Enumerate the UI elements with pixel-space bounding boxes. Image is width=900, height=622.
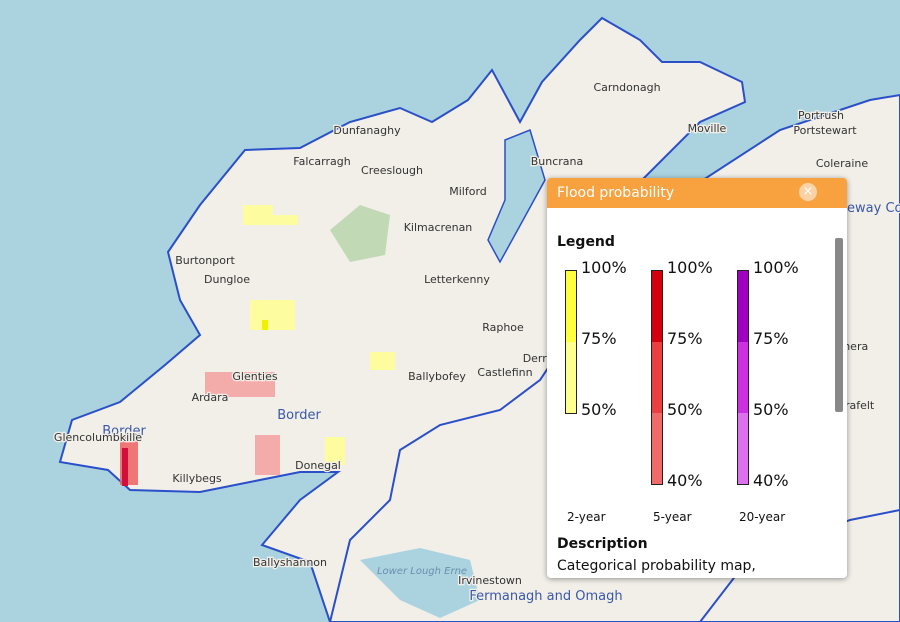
scale-tick-label: 50% [581,400,617,419]
place-label: Killybegs [172,472,222,485]
place-label: Ardara [192,391,229,404]
popup: Flood probability × Legend 100% 75% 50% 2-y… [547,178,847,578]
place-label: Dunfanaghy [333,124,401,137]
place-label: Irvinestown [458,574,522,587]
scrollbar[interactable] [835,238,843,412]
place-label: Donegal [295,459,341,472]
place-label: Ballybofey [408,370,466,383]
scale-tick-label: 100% [581,258,627,277]
legend-heading: Legend [557,234,615,250]
scale-tick-label: 75% [753,329,789,348]
popup-title: Flood probability [547,178,847,208]
description: Categorical probability map, [557,558,756,574]
place-label: Carndonagh [593,81,660,94]
place-label: Derry [523,352,554,365]
place-label: Raphoe [482,321,524,334]
scale-tick-label: 75% [667,329,703,348]
place-label: Lower Lough Erne [377,566,467,577]
scale-tick-label: 40% [667,471,703,490]
place-label: Letterkenny [424,273,490,286]
scale-name: 2-year [567,510,606,524]
scale-tick-label: 100% [753,258,799,277]
place-label: Creeslough [361,164,423,177]
lough-swilly [487,128,546,264]
scale-tick-label: 100% [667,258,713,277]
description-heading: Description [557,536,648,552]
place-label: Portstewart [793,124,857,137]
place-label: Glenties [232,370,277,383]
place-label: Border [102,424,146,439]
place-label: Coleraine [816,157,869,170]
place-label: Burtonport [175,254,235,267]
color-bar [651,270,663,485]
place-label: Falcarragh [293,155,350,168]
place-label: Ballyshannon [253,556,327,569]
place-label: Buncrana [531,155,584,168]
place-label: Milford [449,185,487,198]
scale-tick-label: 40% [753,471,789,490]
scale-name: 20-year [739,510,786,524]
scale-tick-label: 75% [581,329,617,348]
place-label: Border [277,408,321,423]
place-label: Kilmacrenan [404,221,473,234]
place-label: Castlefinn [477,366,532,379]
color-bar [737,270,749,485]
flood-cells [120,205,395,486]
color-bar [565,270,577,414]
place-label: Moville [688,122,727,135]
close-button[interactable]: × [799,183,817,201]
place-label: Fermanagh and Omagh [469,589,622,604]
scale-tick-label: 50% [667,400,703,419]
lough-erne [360,548,480,618]
scale-tick-label: 50% [753,400,789,419]
place-label: Glencolumbkille [54,431,142,444]
forest [330,205,390,262]
place-label: Dungloe [204,273,250,286]
place-label: Portrush [798,109,844,122]
scale-name: 5-year [653,510,692,524]
